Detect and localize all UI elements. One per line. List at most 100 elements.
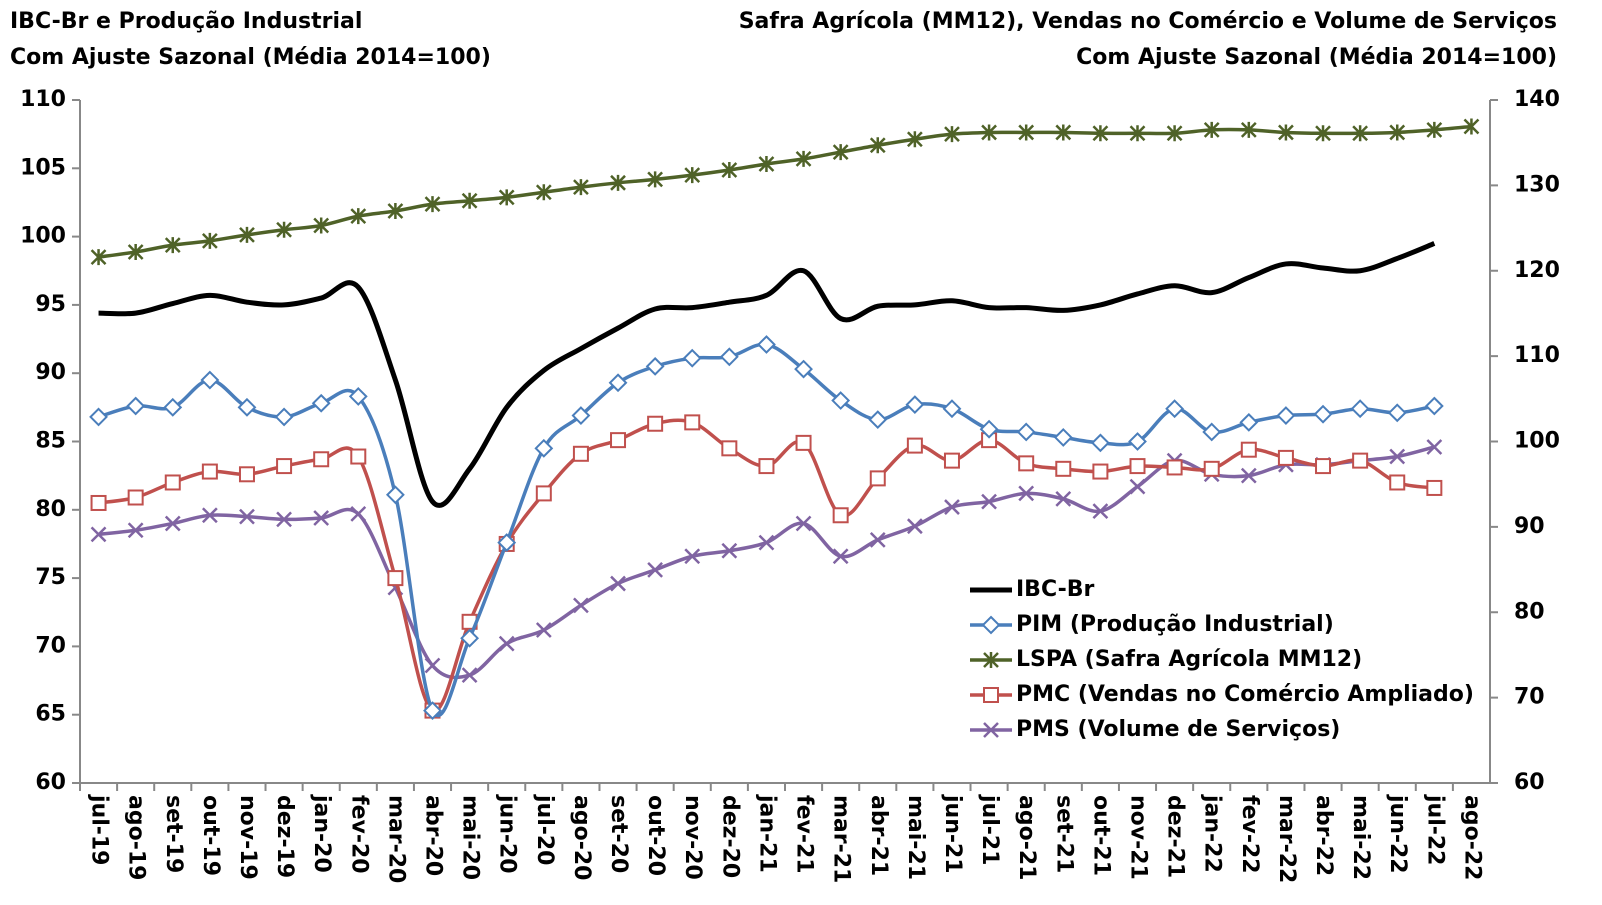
point: [983, 687, 999, 703]
point: [350, 208, 367, 225]
x-tick-label: set-20: [606, 795, 631, 873]
point: [534, 438, 554, 458]
point: [981, 124, 997, 141]
x-tick-label: abr-21: [866, 795, 891, 876]
point: [239, 508, 255, 525]
point: [1352, 452, 1369, 469]
point: [1387, 403, 1407, 423]
point: [385, 485, 405, 505]
point: [1240, 121, 1257, 138]
series-line: [98, 124, 1472, 259]
x-tick-label: jul-19: [87, 794, 112, 866]
point: [423, 701, 442, 721]
point: [721, 162, 738, 179]
point: [981, 615, 1001, 635]
point: [906, 518, 923, 535]
point: [1053, 427, 1073, 447]
y2-tick-label: 130: [1514, 172, 1560, 197]
point: [1352, 125, 1369, 142]
point: [387, 202, 404, 219]
x-tick-label: jan-20: [309, 794, 334, 873]
point: [1055, 124, 1072, 141]
point: [1276, 406, 1296, 425]
point: [869, 470, 886, 487]
x-tick-label: jun-22: [1385, 794, 1410, 874]
y-tick-label: 75: [35, 565, 66, 590]
point: [868, 410, 888, 430]
point: [348, 387, 368, 406]
point: [832, 144, 849, 161]
point: [90, 494, 107, 511]
x-tick-label: mai-21: [903, 795, 928, 880]
point: [276, 511, 292, 528]
point: [794, 359, 813, 379]
y2-tick-label: 90: [1514, 514, 1545, 539]
point: [498, 635, 515, 652]
point: [1166, 125, 1183, 142]
point: [497, 533, 517, 552]
point: [127, 522, 144, 539]
point: [1090, 433, 1110, 453]
point: [164, 237, 181, 254]
point: [238, 466, 255, 483]
y-tick-label: 105: [20, 155, 66, 180]
point: [535, 184, 552, 201]
point: [721, 542, 738, 559]
point: [201, 507, 218, 524]
point: [942, 399, 962, 419]
point: [573, 179, 589, 196]
point: [682, 348, 702, 368]
y-tick-label: 60: [35, 770, 66, 795]
point: [311, 393, 331, 413]
point: [164, 474, 181, 491]
legend-label: PIM (Produção Industrial): [1016, 612, 1334, 637]
point: [1389, 124, 1406, 141]
point: [1092, 125, 1109, 142]
x-tick-label: abr-20: [421, 795, 446, 876]
x-tick-label: mar-22: [1274, 795, 1299, 883]
y-tick-label: 100: [20, 224, 66, 249]
x-tick-label: ago-20: [569, 795, 594, 880]
y-tick-label: 65: [35, 702, 66, 727]
point: [647, 562, 664, 578]
point: [983, 722, 999, 738]
x-tick-label: ago-21: [1014, 795, 1039, 880]
x-tick-label: fev-21: [792, 795, 817, 874]
point: [1240, 467, 1257, 484]
point: [535, 622, 552, 638]
x-tick-label: mar-20: [383, 795, 408, 883]
x-tick-label: set-19: [161, 795, 186, 873]
y2-tick-label: 100: [1514, 429, 1560, 454]
point: [684, 167, 701, 184]
point: [645, 356, 665, 376]
point: [1016, 422, 1036, 442]
point: [276, 458, 293, 475]
y-tick-label: 95: [35, 292, 66, 317]
point: [90, 249, 107, 266]
point: [89, 407, 108, 427]
point: [869, 531, 886, 548]
point: [832, 548, 849, 565]
point: [424, 196, 441, 213]
point: [758, 156, 775, 173]
x-tick-label: jan-22: [1200, 794, 1225, 873]
point: [1240, 441, 1257, 458]
x-tick-label: out-19: [198, 795, 223, 876]
point: [1350, 399, 1370, 419]
point: [906, 131, 923, 148]
point: [1463, 118, 1480, 135]
point: [1092, 463, 1109, 480]
point: [90, 526, 107, 543]
legend-label: PMS (Volume de Serviços): [1016, 717, 1340, 742]
point: [684, 414, 701, 431]
point: [239, 226, 255, 243]
x-tick-label: ago-22: [1459, 795, 1484, 880]
legend: IBC-Br PIM (Produção Industrial) LSPA (Saf…: [970, 577, 1474, 742]
y-tick-label: 85: [35, 429, 66, 454]
x-tick-label: dez-19: [272, 795, 297, 878]
point: [795, 434, 812, 451]
point: [795, 150, 812, 167]
point: [1278, 124, 1294, 141]
x-tick-label: mai-22: [1348, 795, 1373, 880]
